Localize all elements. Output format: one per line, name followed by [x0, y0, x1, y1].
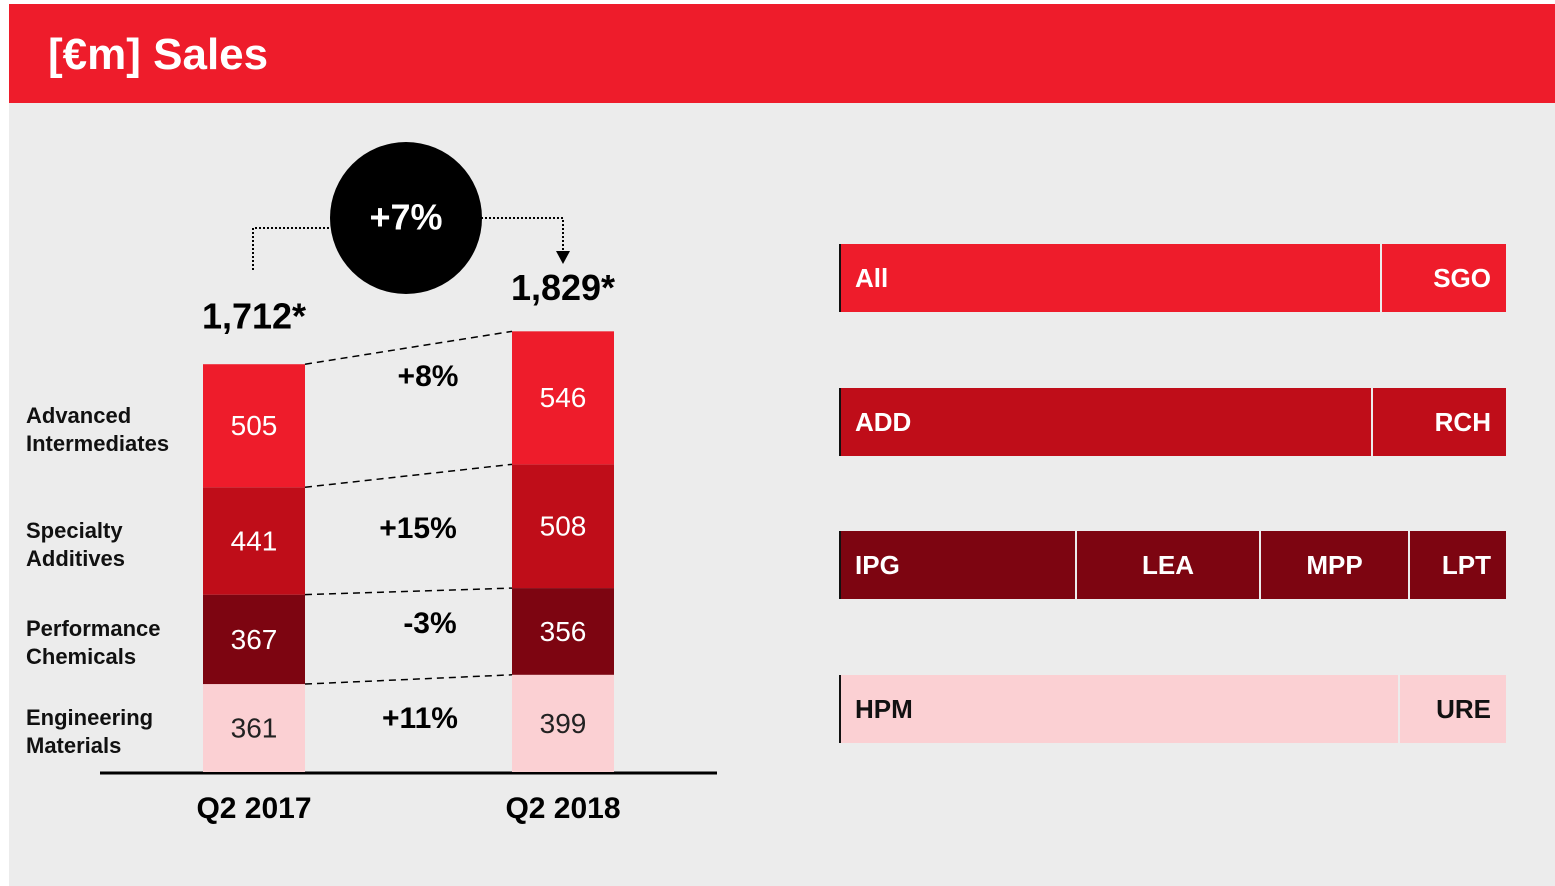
bar-segment: [512, 674, 614, 772]
segment-cell: [1373, 388, 1506, 456]
segment-label: HPM: [855, 694, 913, 724]
change-label: +15%: [379, 512, 457, 545]
segment-label: LPT: [1442, 550, 1491, 580]
value-label: 361: [231, 712, 278, 743]
series-name: Advanced Intermediates: [26, 402, 170, 456]
total-change: +7%: [369, 197, 442, 238]
segment-cell: [1382, 244, 1506, 312]
segment-label: MPP: [1306, 550, 1362, 580]
series-name: Specialty Additives: [26, 517, 126, 571]
bar-segment: [512, 464, 614, 589]
connector: [304, 330, 513, 365]
value-label: 546: [540, 382, 587, 413]
value-label: 441: [231, 525, 278, 556]
value-label: 399: [540, 708, 587, 739]
series-name: Performance Chemicals: [26, 616, 161, 670]
segment-cell: [840, 388, 1371, 456]
value-label: 508: [540, 511, 587, 542]
change-label: +8%: [398, 360, 459, 393]
bar-segment: [203, 684, 305, 772]
bar-segment: [512, 331, 614, 465]
segment-label: URE: [1436, 694, 1491, 724]
category-label: Q2 2017: [196, 792, 311, 825]
title: [€m] Sales: [48, 30, 269, 79]
segment-cell: [1077, 531, 1259, 599]
bar-segment: [203, 487, 305, 595]
bracket: [481, 217, 564, 252]
segment-cell: [840, 675, 1398, 743]
series-name: Engineering Materials: [26, 705, 154, 759]
bracket: [252, 227, 331, 270]
bar-segment: [203, 594, 305, 685]
arrow-head: [556, 251, 570, 264]
segment-label: LEA: [1142, 550, 1194, 580]
segment-cell: [1400, 675, 1506, 743]
segment-cell: [840, 244, 1380, 312]
category-label: Q2 2018: [505, 792, 620, 825]
value-label: 367: [231, 624, 278, 655]
bar-segment: [203, 364, 305, 488]
segment-label: SGO: [1433, 263, 1491, 293]
segment-cell: [840, 531, 1075, 599]
header: [9, 4, 1555, 103]
change-label: +11%: [382, 702, 458, 735]
connector: [304, 674, 513, 685]
connector: [304, 463, 513, 488]
segment-label: IPG: [855, 550, 900, 580]
change-circle: [330, 142, 482, 294]
segment-label: ADD: [855, 407, 911, 437]
segment-label: All: [855, 263, 888, 293]
segment-label: RCH: [1435, 407, 1491, 437]
segment-cell: [1410, 531, 1506, 599]
total-label: 1,829*: [511, 267, 615, 308]
connector: [304, 587, 513, 596]
total-label: 1,712*: [202, 295, 306, 336]
segment-cell: [1261, 531, 1408, 599]
change-label: -3%: [403, 607, 456, 640]
bar-segment: [512, 588, 614, 675]
value-label: 356: [540, 616, 587, 647]
value-label: 505: [231, 410, 278, 441]
